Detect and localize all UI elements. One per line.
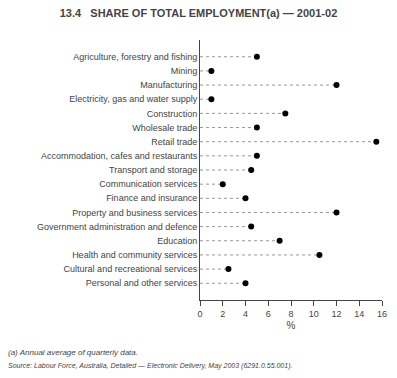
- svg-text:Agriculture, forestry and fish: Agriculture, forestry and fishing: [73, 52, 197, 62]
- svg-text:Health and community services: Health and community services: [72, 250, 198, 260]
- svg-text:10: 10: [309, 309, 319, 319]
- svg-text:Communication services: Communication services: [99, 179, 198, 189]
- svg-text:Property and business services: Property and business services: [72, 208, 198, 218]
- svg-text:Transport and storage: Transport and storage: [109, 165, 197, 175]
- svg-text:Accommodation, cafes and resta: Accommodation, cafes and restaurants: [41, 151, 198, 161]
- svg-text:6: 6: [266, 309, 271, 319]
- svg-text:8: 8: [288, 309, 293, 319]
- svg-text:Education: Education: [157, 236, 197, 246]
- svg-text:14: 14: [354, 309, 364, 319]
- svg-text:Finance and insurance: Finance and insurance: [106, 193, 197, 203]
- svg-text:Retail trade: Retail trade: [151, 137, 197, 147]
- svg-text:4: 4: [243, 309, 248, 319]
- svg-text:(a) Annual average of quarterl: (a) Annual average of quarterly data.: [8, 348, 138, 357]
- svg-text:Wholesale trade: Wholesale trade: [132, 123, 197, 133]
- svg-text:2: 2: [220, 309, 225, 319]
- svg-text:Source: Labour Force, Australi: Source: Labour Force, Australia, Detaile…: [8, 362, 292, 370]
- svg-text:0: 0: [197, 309, 202, 319]
- svg-text:Manufacturing: Manufacturing: [140, 80, 197, 90]
- svg-text:16: 16: [377, 309, 387, 319]
- svg-text:Cultural and recreational serv: Cultural and recreational services: [64, 264, 198, 274]
- svg-text:Construction: Construction: [147, 109, 198, 119]
- svg-text:13.4 SHARE OF TOTAL EMPLOYME: 13.4 SHARE OF TOTAL EMPLOYMENT(a) — 2001…: [60, 7, 338, 19]
- svg-text:12: 12: [331, 309, 341, 319]
- svg-text:Mining: Mining: [171, 66, 198, 76]
- svg-text:Electricity, gas and water sup: Electricity, gas and water supply: [69, 94, 197, 104]
- svg-text:Government administration and: Government administration and defence: [37, 222, 197, 232]
- svg-text:%: %: [287, 320, 296, 331]
- svg-text:Personal and other services: Personal and other services: [86, 278, 198, 288]
